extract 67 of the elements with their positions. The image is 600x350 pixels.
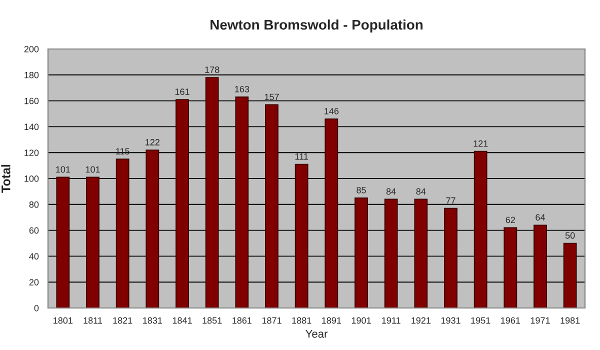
bar	[205, 77, 219, 308]
data-label: 146	[324, 108, 339, 114]
x-tick-label: 1871	[262, 317, 282, 324]
bar	[56, 176, 70, 308]
bar	[474, 150, 488, 308]
x-tick-label: 1931	[441, 317, 460, 324]
y-tick-label: 40	[29, 253, 39, 260]
bar	[354, 198, 368, 308]
y-tick-label: 140	[24, 124, 39, 130]
y-tick-label: 200	[24, 46, 39, 52]
bar	[86, 176, 100, 308]
x-axis-title: Year	[306, 330, 328, 338]
data-label: 84	[416, 188, 426, 195]
data-label: 50	[565, 232, 575, 239]
y-tick-label: 80	[29, 201, 39, 208]
data-label: 84	[386, 188, 396, 195]
x-tick-label: 1861	[232, 317, 252, 324]
x-tick-label: 1881	[292, 317, 312, 324]
y-tick-label: 100	[24, 175, 39, 182]
bar	[235, 96, 249, 308]
chart-title: Newton Bromswold - Population	[210, 19, 423, 32]
data-label: 161	[175, 88, 190, 95]
y-tick-label: 160	[24, 98, 39, 104]
data-label: 77	[446, 197, 456, 204]
x-tick-label: 1851	[202, 317, 222, 324]
y-tick-label: 0	[34, 304, 39, 312]
bar	[534, 224, 547, 308]
data-label: 163	[235, 86, 250, 92]
x-tick-label: 1951	[471, 317, 490, 324]
x-tick-label: 1981	[560, 317, 580, 324]
data-label: 111	[295, 153, 308, 160]
data-label: 101	[86, 166, 100, 173]
bar	[146, 150, 160, 308]
y-tick-label: 20	[29, 279, 39, 286]
y-tick-label: 120	[24, 150, 39, 156]
bar	[384, 198, 398, 308]
data-label: 64	[536, 214, 546, 221]
y-tick-label: 60	[29, 227, 39, 234]
bar	[504, 227, 518, 308]
bar	[176, 99, 189, 308]
x-tick-label: 1901	[352, 317, 371, 324]
bar	[265, 104, 278, 308]
bar	[444, 208, 458, 308]
x-tick-label: 1841	[172, 317, 192, 324]
data-label: 157	[264, 94, 279, 100]
x-tick-label: 1911	[382, 317, 400, 324]
x-tick-label: 1961	[501, 317, 520, 324]
bar	[294, 164, 308, 308]
data-label: 122	[146, 139, 160, 146]
x-tick-label: 1971	[530, 317, 550, 324]
x-tick-label: 1831	[143, 317, 162, 324]
x-tick-label: 1821	[113, 317, 132, 324]
data-label: 62	[506, 216, 515, 224]
data-label: 178	[205, 66, 220, 73]
x-tick-label: 1811	[84, 317, 102, 324]
data-label: 85	[356, 186, 366, 194]
bar	[414, 198, 428, 308]
x-tick-label: 1891	[322, 317, 342, 324]
bar	[324, 118, 338, 308]
data-label: 101	[56, 166, 70, 173]
bar	[563, 242, 577, 308]
y-tick-label: 180	[24, 72, 39, 78]
y-axis-title: Total	[1, 164, 10, 193]
x-tick-label: 1921	[412, 317, 431, 324]
data-label: 121	[474, 140, 488, 147]
bar	[116, 158, 130, 308]
x-tick-label: 1801	[54, 317, 73, 324]
